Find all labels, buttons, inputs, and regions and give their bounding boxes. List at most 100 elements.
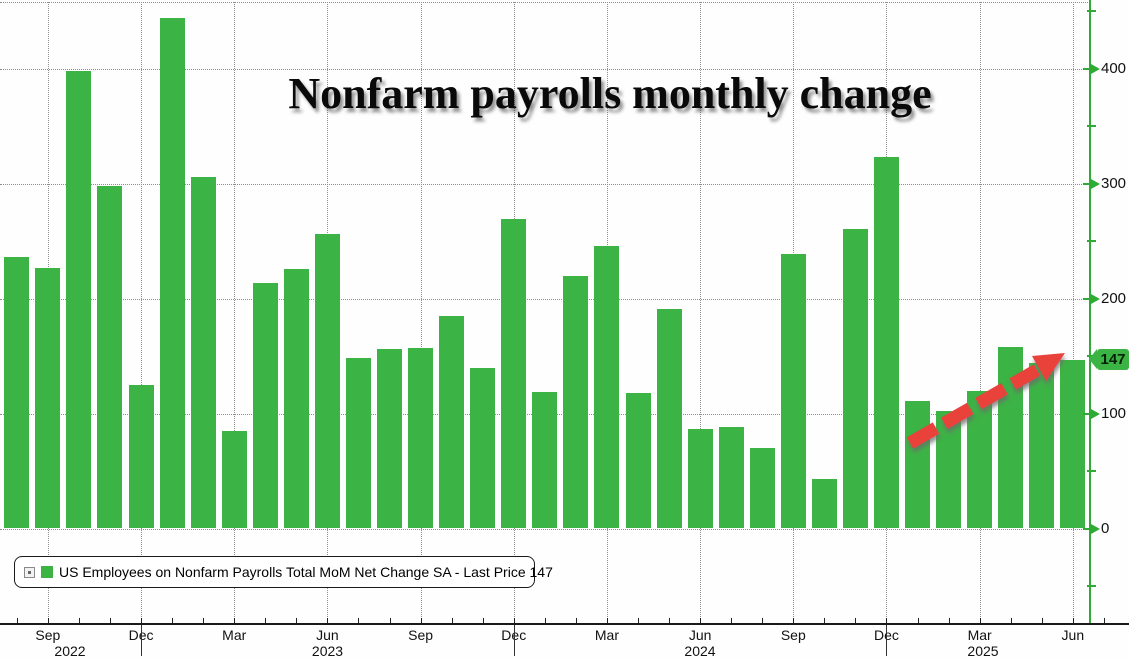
x-axis-month-tick — [420, 617, 422, 624]
bar-mar-2024 — [594, 245, 620, 529]
x-axis-month-tick — [700, 617, 702, 624]
bar-feb-2025 — [936, 411, 962, 529]
x-tick-label-sep-8: Sep — [780, 627, 806, 643]
y-tick-arrow-tail — [1083, 67, 1091, 70]
bar-dec-2023 — [501, 219, 527, 529]
bar-feb-2023 — [190, 176, 216, 529]
x-axis-month-tick — [917, 617, 919, 624]
bar-jun-2024 — [687, 428, 713, 529]
x-year-label-2022: 2022 — [54, 643, 86, 659]
grid-top-border — [0, 2, 1090, 3]
x-axis-month-tick — [203, 617, 205, 624]
bar-aug-2022 — [4, 257, 30, 529]
bar-apr-2025 — [998, 346, 1024, 529]
y-tick-arrow-icon — [1091, 293, 1100, 304]
x-year-label-2025: 2025 — [967, 643, 999, 659]
legend-checkbox-icon[interactable] — [24, 566, 35, 578]
x-axis-month-tick — [606, 617, 608, 624]
x-tick-label-jun-3: Jun — [316, 627, 339, 643]
v-gridline — [420, 2, 422, 623]
y-tick-arrow-tail — [1083, 412, 1091, 415]
x-year-separator — [886, 625, 888, 656]
bar-jun-2025 — [1060, 359, 1086, 529]
bar-sep-2023 — [408, 348, 434, 529]
x-axis-month-tick — [78, 617, 80, 624]
x-tick-label-sep-0: Sep — [35, 627, 61, 643]
h-gridline-300 — [0, 183, 1090, 185]
x-axis-month-tick — [762, 617, 764, 624]
bar-may-2025 — [1029, 363, 1055, 529]
bar-oct-2024 — [811, 479, 837, 529]
bar-aug-2023 — [377, 349, 403, 529]
x-axis-month-tick — [544, 617, 546, 624]
x-year-separator — [513, 625, 515, 656]
x-axis-month-tick — [1103, 617, 1105, 624]
y-minor-tick — [1087, 584, 1096, 587]
x-axis-month-tick — [1041, 617, 1043, 624]
x-axis-month-tick — [265, 617, 267, 624]
legend-series-label: US Employees on Nonfarm Payrolls Total M… — [59, 564, 553, 580]
y-tick-arrow-icon — [1091, 178, 1100, 189]
x-tick-label-mar-2: Mar — [222, 627, 247, 643]
v-gridline — [141, 2, 143, 623]
legend-series-swatch-icon — [41, 566, 53, 578]
x-axis-month-tick — [451, 617, 453, 624]
y-tick-label-200: 200 — [1101, 289, 1127, 307]
y-tick-label-400: 400 — [1101, 59, 1127, 77]
x-axis-month-tick — [793, 617, 795, 624]
bar-mar-2025 — [967, 390, 993, 529]
x-axis-month-tick — [638, 617, 639, 624]
x-tick-label-mar-10: Mar — [967, 627, 992, 643]
x-axis-month-tick — [1010, 617, 1012, 624]
x-axis-month-tick — [669, 617, 671, 624]
price-tag-tip-icon — [1089, 349, 1097, 369]
bar-feb-2024 — [563, 275, 589, 529]
bar-mar-2023 — [221, 430, 247, 529]
h-gridline-0 — [0, 528, 1090, 530]
bar-jan-2023 — [159, 18, 185, 529]
legend-checkbox-dot — [28, 570, 31, 574]
y-tick-arrow-icon — [1091, 63, 1100, 74]
x-axis-month-tick — [886, 617, 888, 624]
x-year-label-2023: 2023 — [311, 643, 344, 659]
x-axis-month-tick — [731, 617, 733, 624]
x-axis-month-tick — [513, 617, 515, 624]
x-axis-month-tick — [948, 617, 950, 624]
bar-apr-2024 — [625, 392, 651, 529]
x-tick-label-mar-6: Mar — [594, 627, 619, 643]
y-minor-tick — [1087, 10, 1096, 13]
x-axis-month-tick — [141, 617, 143, 624]
x-axis-month-tick — [109, 617, 111, 624]
x-axis-month-tick — [358, 617, 360, 624]
x-axis-month-tick — [575, 617, 577, 624]
bar-nov-2023 — [470, 367, 496, 529]
legend-box: US Employees on Nonfarm Payrolls Total M… — [14, 556, 553, 588]
bar-dec-2024 — [873, 157, 899, 529]
x-axis-month-tick — [296, 617, 298, 624]
x-axis-month-tick — [172, 617, 174, 624]
chart-title: Nonfarm payrolls monthly change — [288, 69, 932, 118]
x-axis-month-tick — [234, 617, 236, 624]
x-axis-month-tick — [482, 617, 484, 624]
bar-aug-2024 — [749, 448, 775, 529]
v-gridline — [979, 2, 981, 623]
x-axis-month-tick — [327, 617, 329, 624]
y-tick-label-300: 300 — [1101, 174, 1127, 192]
bar-oct-2022 — [66, 71, 92, 529]
y-tick-label-100: 100 — [1101, 404, 1127, 422]
bar-jul-2024 — [718, 427, 744, 529]
y-tick-arrow-tail — [1083, 182, 1091, 185]
x-year-separator — [141, 625, 143, 656]
v-gridline — [234, 2, 236, 623]
bar-nov-2022 — [97, 186, 123, 529]
bar-apr-2023 — [252, 282, 278, 529]
x-year-label-2024: 2024 — [684, 643, 716, 659]
h-gridline-200 — [0, 298, 1090, 300]
y-tick-arrow-tail — [1083, 527, 1091, 530]
y-minor-tick — [1087, 125, 1096, 128]
bar-may-2024 — [656, 308, 682, 529]
x-axis-month-tick — [47, 617, 49, 624]
y-axis-line — [1089, 0, 1091, 623]
x-axis-month-tick — [1072, 617, 1074, 624]
